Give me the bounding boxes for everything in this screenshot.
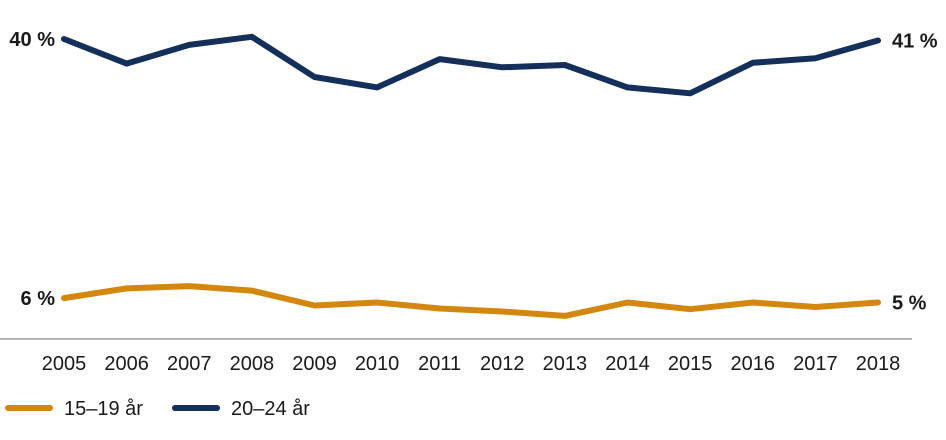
data-point [313, 76, 315, 78]
data-point [313, 305, 315, 306]
legend: 15–19 år 20–24 år [5, 398, 310, 420]
data-point [814, 306, 816, 308]
data-point [251, 36, 253, 38]
data-point [877, 39, 879, 41]
series-line [61, 33, 881, 97]
x-tick-label: 2009 [292, 353, 337, 375]
data-point [439, 307, 441, 309]
data-point [627, 302, 629, 304]
data-point [376, 86, 378, 88]
series-start-label: 40 % [9, 29, 55, 51]
data-point [564, 64, 566, 66]
data-point [376, 302, 378, 304]
data-point [689, 308, 691, 310]
data-point [126, 287, 128, 289]
data-point [877, 302, 879, 304]
x-tick-label: 2014 [605, 353, 650, 375]
data-point [251, 290, 253, 292]
data-point [501, 310, 503, 312]
data-point [126, 63, 128, 65]
series-lines [61, 33, 881, 319]
x-tick-label: 2017 [793, 353, 838, 375]
data-point [689, 92, 691, 94]
x-tick-label: 2010 [355, 353, 400, 375]
data-point [752, 62, 754, 64]
series-end-label: 41 % [892, 30, 938, 52]
legend-label: 20–24 år [231, 398, 310, 420]
data-point [188, 44, 190, 46]
data-point [439, 58, 441, 60]
x-tick-label: 2018 [856, 353, 901, 375]
data-point [63, 38, 65, 40]
legend-label: 15–19 år [64, 398, 143, 420]
data-point [752, 302, 754, 304]
x-tick-label: 2012 [480, 353, 525, 375]
x-tick-label: 2011 [418, 353, 461, 375]
end-labels: 6 % 5 % 40 % 41 % [9, 29, 937, 315]
x-tick-label: 2013 [543, 353, 588, 375]
data-point [63, 297, 65, 299]
x-tick-label: 2015 [668, 353, 713, 375]
x-tick-label: 2007 [167, 353, 212, 375]
x-tick-label: 2005 [42, 353, 87, 375]
series-end-label: 5 % [892, 293, 927, 315]
series-start-label: 6 % [21, 288, 56, 310]
x-tick-label: 2008 [230, 353, 275, 375]
data-point [564, 315, 566, 317]
data-point [627, 86, 629, 88]
x-tick-label: 2006 [104, 353, 149, 375]
data-point [814, 57, 816, 59]
x-tick-labels: 2005 2006 2007 2008 2009 2010 2011 2012 2013 2014… [42, 353, 901, 375]
x-tick-label: 2016 [731, 353, 776, 375]
data-point [501, 66, 503, 68]
series-line [61, 283, 881, 319]
data-point [188, 285, 190, 287]
